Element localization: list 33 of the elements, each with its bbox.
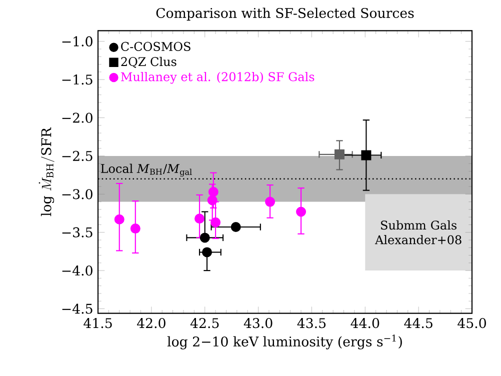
x-tick-label: 42.5: [190, 318, 219, 328]
y-tick-label: −1.5: [62, 74, 92, 85]
y-tick-label: −2.5: [62, 150, 92, 161]
x-tick-label: 41.5: [84, 318, 112, 328]
y-tick-label: −2.0: [62, 112, 92, 123]
x-tick-label: 43.5: [297, 318, 326, 328]
point: [194, 214, 205, 224]
y-tick-label: −4.0: [62, 265, 92, 276]
y-tick-label: −4.5: [62, 304, 92, 314]
y-tick-label: −3.5: [62, 227, 92, 238]
data-label: Submm Gals Alexander+08: [374, 220, 462, 244]
ref-line-label: Local M$_{BH}$/M$_{gal}$: [100, 164, 192, 177]
point: [208, 186, 218, 197]
point: [334, 149, 344, 160]
legend-label: Mullaney et al. (2012b) SF Gals: [121, 72, 314, 84]
point: [200, 232, 210, 243]
x-axis-title: log 2−10 keV luminosity (ergs s$^{−1}$): [167, 334, 402, 350]
x-tick-label: 44.5: [404, 318, 432, 328]
x-tick-label: 42.0: [137, 318, 166, 328]
legend-label: 2QZ Clus: [121, 56, 176, 68]
x-tick-label: 43.0: [244, 318, 272, 328]
legend-label: C-COSMOS: [121, 42, 190, 51]
point: [265, 196, 276, 207]
point: [130, 224, 140, 234]
y-tick-label: −3.0: [62, 189, 92, 200]
chart-title: Comparison with SF-Selected Sources: [156, 8, 414, 21]
point: [114, 214, 124, 224]
point: [230, 222, 241, 232]
x-tick-label: 45.0: [458, 318, 486, 328]
x-tick-label: 44.0: [350, 318, 380, 328]
y-axis-title: $\log\,\dot{M}_{\rm BH}/{\rm SFR}$: [38, 127, 54, 216]
point: [296, 206, 306, 217]
y-tick-label: −1.0: [62, 36, 92, 46]
